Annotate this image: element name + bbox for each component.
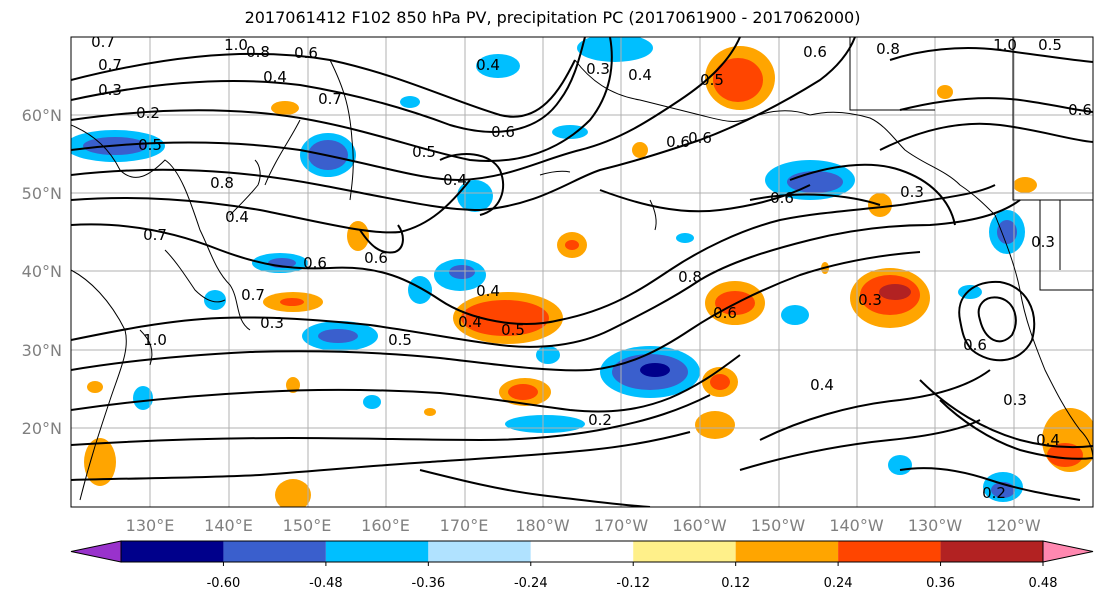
- contour-label: 0.4: [810, 376, 834, 394]
- colorbar-extend-low: [70, 540, 122, 563]
- contour-label: 0.8: [876, 40, 900, 58]
- contour-label: 0.6: [666, 133, 690, 151]
- colorbar-tick-label: 0.12: [721, 576, 750, 591]
- colorbar-segment: [325, 541, 429, 562]
- contour-label: 0.7: [241, 286, 265, 304]
- contour-label: 0.7: [318, 90, 342, 108]
- pv-contours: [71, 37, 1093, 507]
- contour-label: 0.8: [678, 268, 702, 286]
- colorbar-segment: [940, 541, 1043, 562]
- contour-label: 0.5: [412, 143, 436, 161]
- contour-label: 0.3: [260, 314, 284, 332]
- colorbar-tick-label: 0.24: [824, 576, 853, 591]
- contour-label: 0.4: [1036, 431, 1060, 449]
- contour-label: 0.4: [628, 66, 652, 84]
- contour-label: 0.2: [588, 411, 612, 429]
- map-title: 2017061412 F102 850 hPa PV, precipitatio…: [244, 8, 861, 27]
- lon-label: 150°E: [283, 516, 332, 535]
- contour-label: 0.4: [458, 313, 482, 331]
- contour-label: 0.8: [246, 43, 270, 61]
- colorbar-segment: [530, 541, 634, 562]
- lon-label: 120°W: [986, 516, 1041, 535]
- contour-label: 0.2: [982, 484, 1006, 502]
- lat-label: 50°N: [22, 184, 62, 203]
- contour-label: 0.6: [491, 123, 515, 141]
- colorbar-segment: [633, 541, 736, 562]
- lat-label: 60°N: [22, 106, 62, 125]
- colorbar-tick-label: -0.24: [514, 576, 548, 591]
- lat-label: 40°N: [22, 262, 62, 281]
- lon-label: 170°E: [440, 516, 489, 535]
- lon-label: 130°E: [126, 516, 175, 535]
- lat-label: 20°N: [22, 419, 62, 438]
- lon-label: 180°W: [515, 516, 570, 535]
- colorbar-tick-label: 0.48: [1029, 576, 1058, 591]
- contour-label: 0.6: [364, 249, 388, 267]
- contour-label: 0.4: [443, 171, 467, 189]
- contour-label: 0.2: [136, 104, 160, 122]
- contour-label: 0.8: [210, 174, 234, 192]
- contour-label: 0.4: [263, 68, 287, 86]
- lat-label: 30°N: [22, 341, 62, 360]
- colorbar-tick-label: 0.36: [926, 576, 955, 591]
- contour-label: 0.5: [700, 71, 724, 89]
- map-frame: [70, 36, 1094, 508]
- contour-label: 1.0: [993, 36, 1017, 54]
- contour-label: 0.4: [225, 208, 249, 226]
- contour-label: 0.3: [858, 291, 882, 309]
- contour-label: 0.3: [1003, 391, 1027, 409]
- contour-label: 0.4: [476, 56, 500, 74]
- colorbar-outline: [120, 540, 1044, 563]
- contour-label: 0.7: [143, 226, 167, 244]
- lon-label: 160°E: [361, 516, 410, 535]
- lon-label: 170°W: [594, 516, 649, 535]
- political-borders: [849, 37, 1093, 291]
- contour-labels: 0.7 1.00.8 0.60.70.40.30.20.50.70.50.60.4 0…: [91, 33, 1092, 502]
- colorbar-tick-label: -0.36: [412, 576, 446, 591]
- contour-label: 0.4: [476, 282, 500, 300]
- contour-label: 0.6: [303, 254, 327, 272]
- contour-label: 0.3: [1031, 233, 1055, 251]
- colorbar-tick-label: -0.60: [207, 576, 241, 591]
- contour-label: 0.5: [388, 331, 412, 349]
- contour-label: 0.5: [501, 321, 525, 339]
- colorbar-tick-label: -0.12: [616, 576, 650, 591]
- colorbar-tick-label: -0.48: [309, 576, 343, 591]
- contour-label: 0.7: [91, 33, 115, 51]
- contour-label: 0.6: [963, 336, 987, 354]
- contour-label: 0.6: [1068, 101, 1092, 119]
- contour-label: 0.6: [713, 304, 737, 322]
- colorbar-segment: [735, 541, 839, 562]
- colorbar: [70, 540, 1094, 563]
- longitude-labels: 130°E 140°E 150°E 160°E 170°E 180°W 170°W 160°W…: [126, 516, 1041, 535]
- latitude-labels: 60°N 50°N 40°N 30°N 20°N: [22, 106, 62, 438]
- colorbar-segment: [121, 541, 224, 562]
- contour-label: 0.6: [688, 129, 712, 147]
- lon-label: 130°W: [908, 516, 963, 535]
- contour-label: 0.7: [98, 56, 122, 74]
- lon-label: 160°W: [672, 516, 727, 535]
- contour-label: 0.6: [803, 43, 827, 61]
- contour-label: 1.0: [143, 331, 167, 349]
- contour-label: 0.6: [770, 189, 794, 207]
- colorbar-tick-labels: -0.60 -0.48 -0.36 -0.24 -0.12 0.12 0.24 0.36 0.4…: [207, 562, 1058, 591]
- contour-label: 0.3: [98, 81, 122, 99]
- contour-label: 0.3: [586, 60, 610, 78]
- contour-label: 0.5: [1038, 36, 1062, 54]
- lon-label: 140°W: [829, 516, 884, 535]
- colorbar-segment: [838, 541, 941, 562]
- contour-label: 0.5: [138, 136, 162, 154]
- contour-label: 0.3: [900, 183, 924, 201]
- colorbar-segment: [428, 541, 531, 562]
- colorbar-segment: [223, 541, 326, 562]
- lon-label: 140°E: [204, 516, 253, 535]
- contour-label: 0.6: [294, 44, 318, 62]
- map-area: [71, 37, 1093, 507]
- lon-label: 150°W: [751, 516, 806, 535]
- colorbar-extend-high: [1042, 540, 1094, 563]
- map-gridlines: [71, 37, 1093, 507]
- contour-label: 1.0: [224, 36, 248, 54]
